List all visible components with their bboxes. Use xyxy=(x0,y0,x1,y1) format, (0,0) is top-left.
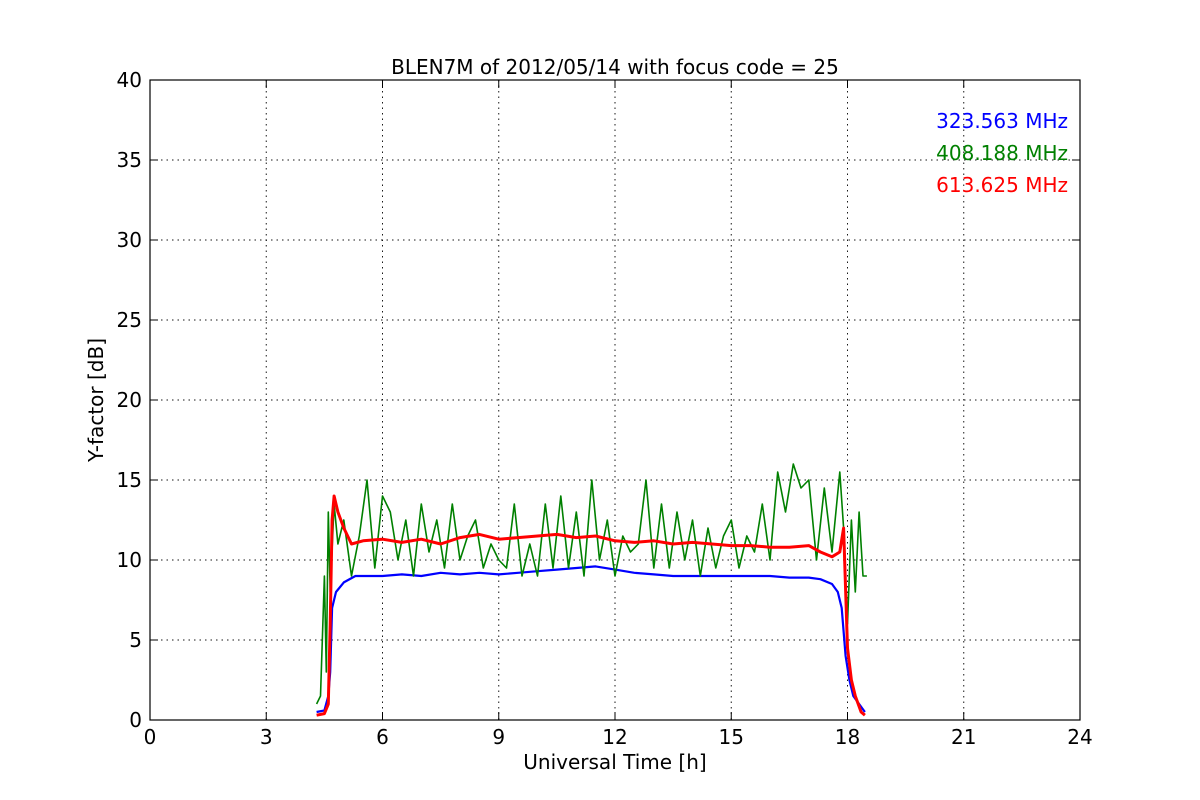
x-tick-label: 21 xyxy=(951,725,976,749)
x-tick-label: 15 xyxy=(719,725,744,749)
x-tick-label: 0 xyxy=(144,725,157,749)
y-tick-label: 15 xyxy=(117,468,142,492)
legend-entry-1: 323.563 MHz xyxy=(936,109,1068,133)
x-tick-label: 18 xyxy=(835,725,860,749)
y-tick-label: 20 xyxy=(117,388,142,412)
legend-entry-3: 613.625 MHz xyxy=(936,173,1068,197)
legend-entry-2: 408.188 MHz xyxy=(936,141,1068,165)
grid xyxy=(150,80,1080,720)
series-line-1 xyxy=(316,565,866,714)
series-line-3 xyxy=(316,494,866,717)
x-tick-label: 6 xyxy=(376,725,389,749)
chart-title: BLEN7M of 2012/05/14 with focus code = 2… xyxy=(391,55,839,79)
series-line-2 xyxy=(315,463,867,705)
x-tick-label: 12 xyxy=(602,725,627,749)
series-lines xyxy=(315,463,867,717)
y-axis-label: Y-factor [dB] xyxy=(84,338,108,463)
y-tick-label: 35 xyxy=(117,148,142,172)
x-tick-label: 9 xyxy=(492,725,505,749)
x-ticks: 0 3 6 9 12 15 18 21 24 xyxy=(144,80,1093,749)
y-tick-label: 10 xyxy=(117,548,142,572)
y-tick-label: 30 xyxy=(117,228,142,252)
x-tick-label: 3 xyxy=(260,725,273,749)
y-tick-label: 25 xyxy=(117,308,142,332)
y-tick-label: 40 xyxy=(117,68,142,92)
y-tick-label: 5 xyxy=(129,628,142,652)
x-axis-label: Universal Time [h] xyxy=(523,750,706,774)
y-tick-label: 0 xyxy=(129,708,142,732)
x-tick-label: 24 xyxy=(1067,725,1092,749)
legend: 323.563 MHz 408.188 MHz 613.625 MHz xyxy=(936,109,1068,197)
y-ticks: 0 5 10 15 20 25 30 35 40 xyxy=(117,68,1080,732)
